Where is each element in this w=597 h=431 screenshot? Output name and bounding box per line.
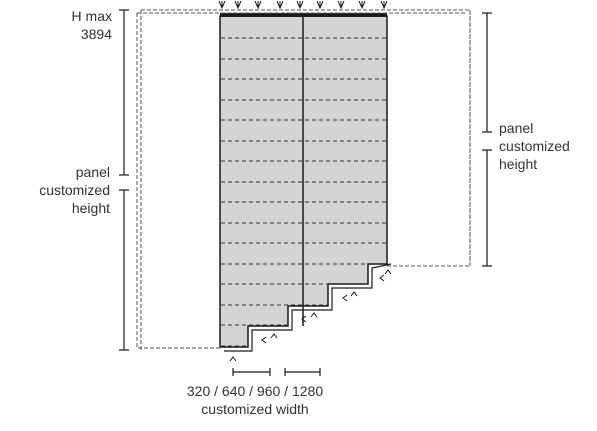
header-rail: [220, 13, 387, 17]
up-arrow: [270, 333, 278, 339]
width-dimension: [232, 368, 321, 376]
left-height-line-3: height: [71, 200, 110, 216]
step-arrows: [229, 269, 392, 362]
left-arrow: [261, 336, 267, 344]
hmax-label: H max: [71, 8, 112, 24]
left-height-line-2: customized: [39, 182, 110, 198]
right-height-line-3: height: [499, 156, 538, 172]
panel-fold-lines: [221, 37, 386, 347]
up-arrow: [229, 356, 237, 362]
right-height-line-2: customized: [499, 138, 570, 154]
up-arrow: [310, 312, 318, 318]
right-height-line-1: panel: [499, 120, 534, 136]
left-height-dimension: [119, 9, 129, 351]
hmax-value: 3894: [80, 26, 112, 42]
top-arrows: [218, 0, 388, 10]
left-arrow: [379, 274, 385, 282]
left-arrow: [342, 294, 348, 302]
left-height-line-1: panel: [75, 164, 110, 180]
dashed-outline-outer: [136, 9, 471, 350]
up-arrow: [384, 269, 392, 275]
right-height-dimension: [482, 12, 492, 267]
left-arrow: [301, 315, 307, 323]
up-arrow: [350, 291, 358, 297]
width-values: 320 / 640 / 960 / 1280: [186, 383, 324, 399]
width-caption: customized width: [201, 401, 309, 417]
step-shadow-line: [224, 263, 392, 352]
